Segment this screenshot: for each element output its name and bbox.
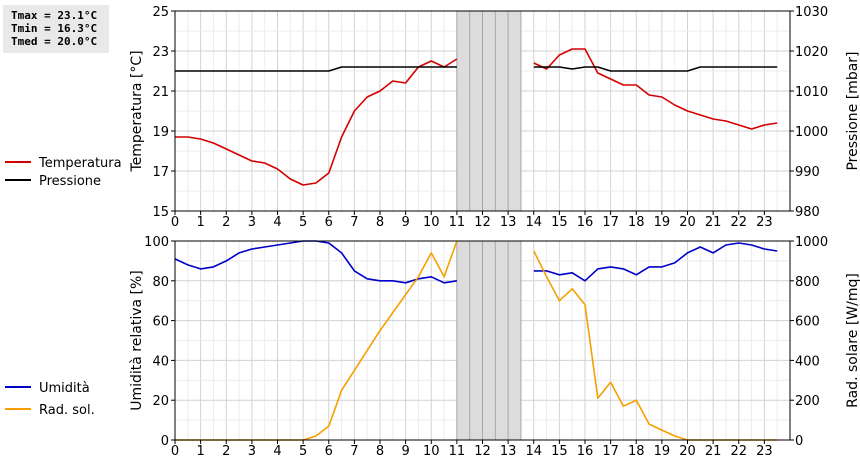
top-y2-tick-label: 1000 <box>795 125 828 140</box>
top-x-tick-label: 7 <box>350 215 358 230</box>
top-y-tick-label: 17 <box>152 165 169 180</box>
top-y2-tick-label: 980 <box>795 205 820 220</box>
bottom-x-tick-label: 8 <box>376 444 384 459</box>
bottom-x-tick-label: 7 <box>350 444 358 459</box>
bottom-y2-tick-label: 400 <box>795 354 820 369</box>
bottom-x-tick-label: 17 <box>602 444 619 459</box>
bottom-y2-axis-title: Rad. solare [W/mq] <box>845 273 860 408</box>
top-x-tick-label: 13 <box>500 215 517 230</box>
bottom-x-tick-label: 6 <box>325 444 333 459</box>
top-x-tick-label: 17 <box>602 215 619 230</box>
top-x-tick-label: 11 <box>449 215 466 230</box>
bottom-y-tick-label: 40 <box>152 354 169 369</box>
top-y-tick-label: 21 <box>152 85 169 100</box>
bottom-gap-region <box>456 240 522 441</box>
top-x-tick-label: 14 <box>525 215 542 230</box>
tmed-stat: Tmed = 20.0°C <box>11 35 98 48</box>
top-y-tick-label: 15 <box>152 205 169 220</box>
bottom-x-tick-label: 14 <box>525 444 542 459</box>
top-series-line-0 <box>175 48 778 186</box>
bottom-x-tick-label: 4 <box>273 444 281 459</box>
top-x-tick-label: 21 <box>705 215 722 230</box>
top-y-tick-label: 25 <box>152 5 169 20</box>
top-gap-region <box>456 10 522 212</box>
top-legend-label-1: Pressione <box>39 174 101 189</box>
bottom-y2-tick-label: 800 <box>795 275 820 290</box>
bottom-y2-tick-label: 0 <box>795 434 803 449</box>
bottom-x-tick-label: 22 <box>730 444 747 459</box>
top-x-tick-label: 19 <box>654 215 671 230</box>
top-y2-tick-label: 1030 <box>795 5 828 20</box>
top-y-tick-label: 23 <box>152 45 169 60</box>
bottom-y-axis-title: Umidità relativa [%] <box>129 270 145 411</box>
top-y2-tick-label: 1010 <box>795 85 828 100</box>
top-x-tick-label: 12 <box>474 215 491 230</box>
top-x-tick-label: 10 <box>423 215 440 230</box>
bottom-y2-tick-label: 1000 <box>795 235 828 250</box>
bottom-series-line-1 <box>175 240 778 441</box>
bottom-x-tick-label: 23 <box>756 444 773 459</box>
top-y-axis-title: Temperatura [°C] <box>129 50 145 172</box>
bottom-y2-tick-label: 600 <box>795 315 820 330</box>
tmin-stat: Tmin = 16.3°C <box>11 22 98 35</box>
top-x-tick-label: 3 <box>248 215 256 230</box>
top-x-tick-label: 22 <box>730 215 747 230</box>
bottom-x-tick-label: 1 <box>196 444 204 459</box>
top-x-tick-label: 20 <box>679 215 696 230</box>
tmax-stat: Tmax = 23.1°C <box>11 9 98 22</box>
bottom-y-tick-label: 60 <box>152 315 169 330</box>
top-x-tick-label: 16 <box>577 215 594 230</box>
bottom-legend-label-0: Umidità <box>39 381 90 396</box>
bottom-legend-label-1: Rad. sol. <box>39 403 95 418</box>
bottom-x-tick-label: 3 <box>248 444 256 459</box>
bottom-y-tick-label: 20 <box>152 394 169 409</box>
bottom-x-tick-label: 15 <box>551 444 568 459</box>
bottom-x-tick-label: 12 <box>474 444 491 459</box>
bottom-y2-tick-label: 200 <box>795 394 820 409</box>
top-x-tick-label: 6 <box>325 215 333 230</box>
bottom-x-tick-label: 20 <box>679 444 696 459</box>
top-x-tick-label: 18 <box>628 215 645 230</box>
top-x-tick-label: 9 <box>401 215 409 230</box>
bottom-y-tick-label: 0 <box>161 434 169 449</box>
top-x-tick-label: 8 <box>376 215 384 230</box>
bottom-x-tick-label: 9 <box>401 444 409 459</box>
bottom-y-tick-label: 100 <box>144 235 169 250</box>
bottom-y-tick-label: 80 <box>152 275 169 290</box>
bottom-x-tick-label: 21 <box>705 444 722 459</box>
top-x-tick-label: 15 <box>551 215 568 230</box>
top-x-tick-label: 23 <box>756 215 773 230</box>
top-x-tick-label: 0 <box>171 215 179 230</box>
bottom-x-tick-label: 10 <box>423 444 440 459</box>
top-legend-label-0: Temperatura <box>38 156 122 171</box>
stats-box: Tmax = 23.1°C Tmin = 16.3°C Tmed = 20.0°… <box>3 5 109 53</box>
bottom-panel: 0 1 2 3 4 5 6 7 8 9 10 11 12 13 14 15 16 17 18 19 20 21 22 2302… <box>5 235 860 459</box>
bottom-x-tick-label: 16 <box>577 444 594 459</box>
bottom-x-tick-label: 2 <box>222 444 230 459</box>
top-series-line-1 <box>175 66 778 72</box>
bottom-x-tick-label: 5 <box>299 444 307 459</box>
bottom-x-tick-label: 18 <box>628 444 645 459</box>
top-y-tick-label: 19 <box>152 125 169 140</box>
top-y2-axis-title: Pressione [mbar] <box>845 51 860 170</box>
bottom-x-tick-label: 19 <box>654 444 671 459</box>
top-x-tick-label: 4 <box>273 215 281 230</box>
bottom-x-tick-label: 13 <box>500 444 517 459</box>
top-y2-tick-label: 990 <box>795 165 820 180</box>
top-y2-tick-label: 1020 <box>795 45 828 60</box>
top-x-tick-label: 1 <box>196 215 204 230</box>
top-panel: 0 1 2 3 4 5 6 7 8 9 10 11 12 13 14 15 16 17 18 19 20 21 22 2315… <box>5 5 860 230</box>
top-x-tick-label: 2 <box>222 215 230 230</box>
bottom-x-tick-label: 0 <box>171 444 179 459</box>
top-x-tick-label: 5 <box>299 215 307 230</box>
bottom-x-tick-label: 11 <box>449 444 466 459</box>
